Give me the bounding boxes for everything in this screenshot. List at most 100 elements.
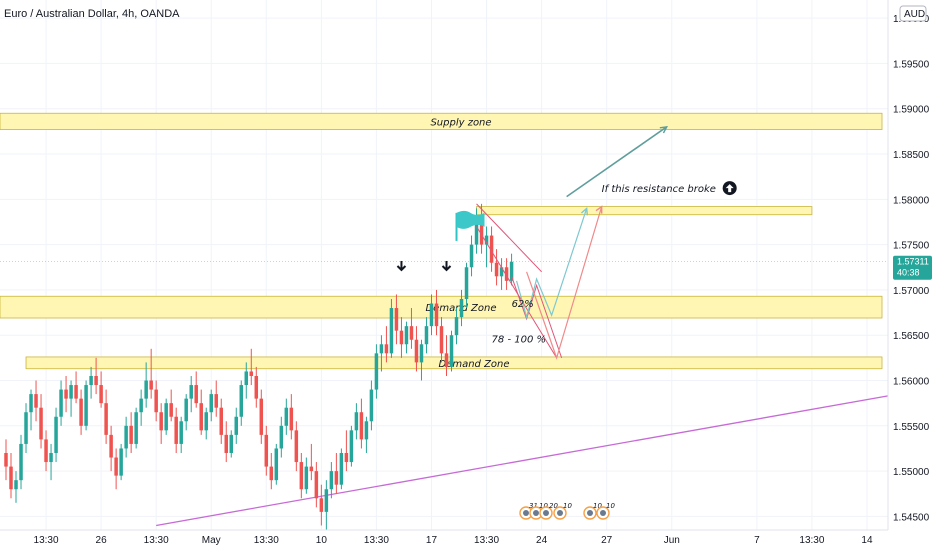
candle-body xyxy=(384,344,389,354)
time-tick-label: 27 xyxy=(601,535,613,546)
zone-rect xyxy=(0,112,883,130)
candle-body xyxy=(19,443,23,481)
candle-body xyxy=(264,434,269,467)
candle-body xyxy=(64,389,68,399)
last-price-box xyxy=(893,255,932,280)
event-icons[interactable]: 31 10 20 10 10 10 xyxy=(519,502,615,520)
annotation-text: 62% xyxy=(512,299,534,310)
price-tick-label: 1.56000 xyxy=(893,377,930,388)
candle-body xyxy=(389,308,394,354)
event-icon-count: 10 xyxy=(539,502,548,510)
event-icon: 10 xyxy=(583,502,602,520)
candle-body xyxy=(9,466,13,490)
time-tick-label: 10 xyxy=(316,535,328,546)
candle-body xyxy=(409,326,414,340)
candle-body xyxy=(104,403,108,435)
event-icon-count: 10 xyxy=(593,502,602,510)
trendline-layer xyxy=(156,395,889,527)
candle-body xyxy=(79,398,83,426)
price-tick-label: 1.59500 xyxy=(893,59,930,70)
candle-body xyxy=(424,326,429,345)
channel-upper-line xyxy=(476,203,542,273)
candle-body xyxy=(399,330,404,345)
candle-body xyxy=(144,380,148,399)
candle-body xyxy=(59,389,63,417)
candle-body xyxy=(4,452,8,467)
channel-lower-line xyxy=(476,226,558,359)
down-arrow-icon xyxy=(396,260,407,272)
candle-body xyxy=(299,462,304,490)
candle-body xyxy=(349,430,354,463)
up-arrow-circle-icon xyxy=(722,181,737,196)
candle-body xyxy=(309,466,314,472)
event-icon: 10 xyxy=(596,502,615,520)
time-tick-label: May xyxy=(202,535,221,546)
candle-body xyxy=(284,407,289,426)
arrow-head xyxy=(580,206,589,216)
time-tick-label: 7 xyxy=(754,535,760,546)
candle-body xyxy=(314,471,319,499)
candle-body xyxy=(459,298,464,318)
event-icon-count: 10 xyxy=(606,502,615,510)
candle-body xyxy=(29,394,33,413)
candle-body xyxy=(289,407,294,431)
event-icon: 20 xyxy=(539,502,558,520)
time-axis[interactable]: 13:30 26 13:30 May 13:30 10 13:30 17 13:30 24 27 Ju… xyxy=(34,535,873,546)
event-icon-count: 31 xyxy=(529,502,538,510)
currency-badge[interactable]: AUD xyxy=(899,5,927,22)
time-tick-label: 13:30 xyxy=(364,535,389,546)
candle-body xyxy=(499,267,504,277)
price-tick-label: 1.55500 xyxy=(893,422,930,433)
candle-body xyxy=(354,412,359,431)
candle-body xyxy=(254,375,259,399)
candle-body xyxy=(224,434,229,453)
candle-body xyxy=(84,385,88,426)
candle-body xyxy=(489,235,494,263)
candle-body xyxy=(244,371,249,386)
zone-rect xyxy=(476,206,813,216)
time-tick-label: 13:30 xyxy=(34,535,59,546)
candle-body xyxy=(479,217,484,245)
candle-body xyxy=(149,380,153,390)
projection-teal xyxy=(516,208,588,320)
candle-body xyxy=(394,308,399,331)
candle-body xyxy=(429,303,434,327)
zone-label: Demand Zone xyxy=(438,359,509,370)
candle-body xyxy=(154,389,158,413)
time-tick-label: 26 xyxy=(96,535,108,546)
projection-red xyxy=(526,206,603,360)
arrow-head xyxy=(659,125,669,134)
candle-body xyxy=(74,385,78,399)
candle-body xyxy=(39,407,43,440)
candle-body xyxy=(179,421,183,444)
candle-body xyxy=(134,412,138,444)
down-arrow-head xyxy=(396,265,407,272)
candle-body xyxy=(24,412,28,444)
candle-body xyxy=(119,448,123,476)
currency-badge-label: AUD xyxy=(904,9,925,20)
candle-body xyxy=(324,489,329,512)
zone-rect xyxy=(25,356,883,370)
candle-body xyxy=(69,385,73,399)
price-tick-label: 1.54500 xyxy=(893,512,930,523)
candle-body xyxy=(464,267,469,299)
candle-body xyxy=(184,398,188,422)
candle-body xyxy=(159,412,163,431)
projection-zigzag xyxy=(511,276,563,359)
time-axis-bg xyxy=(0,530,932,550)
candle-body xyxy=(294,430,299,463)
candle-body xyxy=(219,407,223,435)
flag-cloth xyxy=(456,210,485,229)
candle-body xyxy=(359,412,364,440)
up-arrow-glyph xyxy=(725,184,734,193)
annotations-layer: If this resistance broke 62% 78 - 100 % xyxy=(492,181,737,345)
price-tick-label: 1.58000 xyxy=(893,195,930,206)
candle-body xyxy=(329,471,334,490)
time-tick-label: Jun xyxy=(664,535,680,546)
candle-body xyxy=(339,452,344,485)
event-icon-core xyxy=(523,510,529,516)
candle-body xyxy=(269,466,274,481)
event-icon-count: 20 xyxy=(549,502,558,510)
candle-body xyxy=(194,385,198,404)
